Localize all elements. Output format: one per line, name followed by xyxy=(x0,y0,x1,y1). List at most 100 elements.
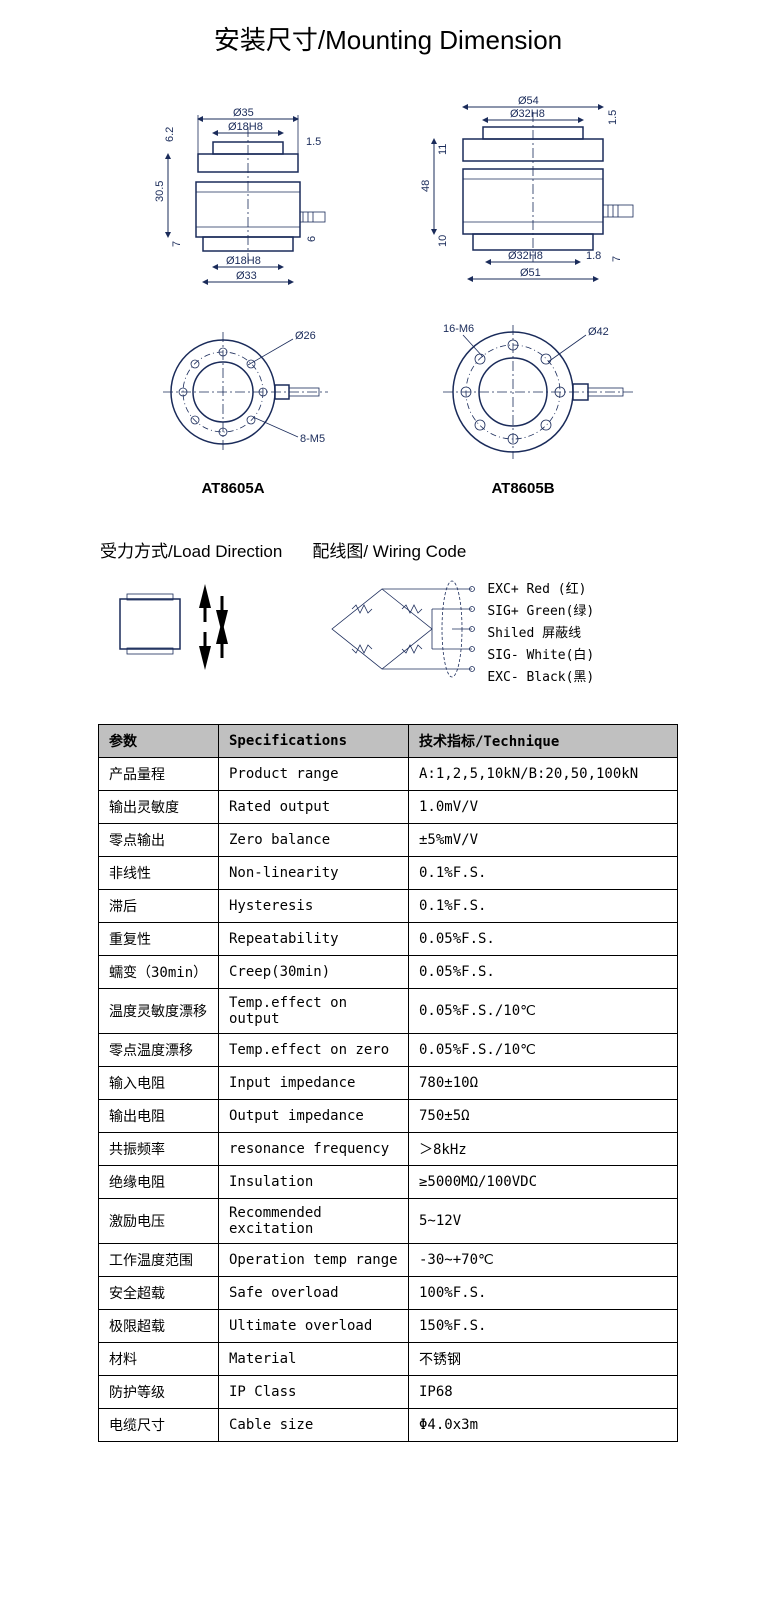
dim-d35: Ø35 xyxy=(233,107,254,119)
dim-d26: Ø26 xyxy=(295,330,316,342)
load-dir-title: 受力方式/Load Direction xyxy=(100,537,282,562)
table-row: 蠕变（30min）Creep(30min)0.05%F.S. xyxy=(99,956,678,989)
table-cell: 0.05%F.S./10℃ xyxy=(409,1034,678,1067)
table-cell: Insulation xyxy=(219,1166,409,1199)
dim-d18h8-bot: Ø18H8 xyxy=(226,255,261,267)
table-cell: 150%F.S. xyxy=(409,1310,678,1343)
dim-7b: 7 xyxy=(611,256,623,262)
table-cell: 蠕变（30min） xyxy=(99,956,219,989)
table-cell: 防护等级 xyxy=(99,1376,219,1409)
table-cell: Zero balance xyxy=(219,824,409,857)
drawing-b-top-svg: 16-M6 Ø42 xyxy=(388,317,658,467)
table-row: 输出电阻Output impedance750±5Ω xyxy=(99,1100,678,1133)
side-view-row: Ø35 Ø18H8 1.5 6.2 30.5 7 6 Ø18H8 xyxy=(0,87,776,302)
table-row: 电缆尺寸Cable sizeΦ4.0x3m xyxy=(99,1409,678,1442)
table-cell: Recommended excitation xyxy=(219,1199,409,1244)
table-cell: 0.05%F.S. xyxy=(409,956,678,989)
info-section-row: 受力方式/Load Direction 配线图/ Wiring Code xyxy=(100,537,776,694)
dim-6-2: 6.2 xyxy=(164,127,176,142)
table-cell: Product range xyxy=(219,758,409,791)
table-cell: Hysteresis xyxy=(219,890,409,923)
table-cell: resonance frequency xyxy=(219,1133,409,1166)
table-cell: Non-linearity xyxy=(219,857,409,890)
table-cell: 共振频率 xyxy=(99,1133,219,1166)
table-cell: 100%F.S. xyxy=(409,1277,678,1310)
table-cell: Rated output xyxy=(219,791,409,824)
main-title: 安装尺寸/Mounting Dimension xyxy=(0,20,776,57)
table-cell: Material xyxy=(219,1343,409,1376)
table-cell: 5~12V xyxy=(409,1199,678,1244)
table-cell: 1.0mV/V xyxy=(409,791,678,824)
table-cell: 产品量程 xyxy=(99,758,219,791)
table-cell: 780±10Ω xyxy=(409,1067,678,1100)
table-row: 防护等级IP ClassIP68 xyxy=(99,1376,678,1409)
dim-d51: Ø51 xyxy=(520,267,541,279)
drawing-a-top-svg: Ø26 8-M5 xyxy=(118,317,348,467)
table-row: 滞后Hysteresis0.1%F.S. xyxy=(99,890,678,923)
dim-1-5b: 1.5 xyxy=(607,110,619,125)
model-b-top: 16-M6 Ø42 AT8605B xyxy=(388,317,658,497)
wire-sig-minus: SIG- White(白) xyxy=(487,645,594,667)
table-cell: ＞8kHz xyxy=(409,1133,678,1166)
table-row: 输入电阻Input impedance780±10Ω xyxy=(99,1067,678,1100)
table-cell: -30~+70℃ xyxy=(409,1244,678,1277)
dim-30-5: 30.5 xyxy=(154,181,166,202)
wiring-legend: EXC+ Red (红) SIG+ Green(绿) Shiled 屏蔽线 SI… xyxy=(487,579,594,689)
top-view-row: Ø26 8-M5 AT8605A xyxy=(0,317,776,497)
table-cell: 非线性 xyxy=(99,857,219,890)
table-cell: Temp.effect on zero xyxy=(219,1034,409,1067)
table-cell: 安全超载 xyxy=(99,1277,219,1310)
dim-6: 6 xyxy=(306,236,318,242)
table-cell: 零点温度漂移 xyxy=(99,1034,219,1067)
dim-d54: Ø54 xyxy=(518,95,539,107)
wire-shield: Shiled 屏蔽线 xyxy=(487,623,594,645)
table-cell: 重复性 xyxy=(99,923,219,956)
table-row: 共振频率resonance frequency＞8kHz xyxy=(99,1133,678,1166)
table-cell: Output impedance xyxy=(219,1100,409,1133)
dim-7a: 7 xyxy=(171,241,183,247)
dim-1-5: 1.5 xyxy=(306,136,321,148)
table-cell: 0.1%F.S. xyxy=(409,890,678,923)
table-cell: 750±5Ω xyxy=(409,1100,678,1133)
drawing-b-side-svg: Ø54 Ø32H8 1.5 11 48 10 Ø32H8 1.8 7 xyxy=(388,87,658,297)
dim-d33: Ø33 xyxy=(236,270,257,282)
spec-table: 参数 Specifications 技术指标/Technique 产品量程Pro… xyxy=(98,724,678,1442)
load-direction-section: 受力方式/Load Direction xyxy=(100,537,282,694)
table-row: 非线性Non-linearity0.1%F.S. xyxy=(99,857,678,890)
table-row: 绝缘电阻Insulation≥5000MΩ/100VDC xyxy=(99,1166,678,1199)
table-cell: 不锈钢 xyxy=(409,1343,678,1376)
table-row: 温度灵敏度漂移Temp.effect on output0.05%F.S./10… xyxy=(99,989,678,1034)
dim-d42: Ø42 xyxy=(588,326,609,338)
dim-8m5: 8-M5 xyxy=(300,433,325,445)
drawing-a-side-svg: Ø35 Ø18H8 1.5 6.2 30.5 7 6 Ø18H8 xyxy=(118,87,348,297)
table-row: 产品量程Product rangeA:1,2,5,10kN/B:20,50,10… xyxy=(99,758,678,791)
load-direction-svg xyxy=(100,574,280,674)
table-cell: 零点输出 xyxy=(99,824,219,857)
table-cell: 电缆尺寸 xyxy=(99,1409,219,1442)
table-cell: Safe overload xyxy=(219,1277,409,1310)
dim-1-8: 1.8 xyxy=(586,250,601,262)
wire-exc-plus: EXC+ Red (红) xyxy=(487,579,594,601)
th-spec: Specifications xyxy=(219,725,409,758)
table-cell: 材料 xyxy=(99,1343,219,1376)
model-b-side: Ø54 Ø32H8 1.5 11 48 10 Ø32H8 1.8 7 xyxy=(388,87,658,302)
dim-16m6: 16-M6 xyxy=(443,323,474,335)
table-header-row: 参数 Specifications 技术指标/Technique xyxy=(99,725,678,758)
wire-exc-minus: EXC- Black(黑) xyxy=(487,667,594,689)
wire-sig-plus: SIG+ Green(绿) xyxy=(487,601,594,623)
table-cell: Cable size xyxy=(219,1409,409,1442)
table-row: 安全超载Safe overload100%F.S. xyxy=(99,1277,678,1310)
dim-d32h8-bot: Ø32H8 xyxy=(508,250,543,262)
dim-48: 48 xyxy=(420,180,432,192)
table-row: 重复性Repeatability0.05%F.S. xyxy=(99,923,678,956)
table-cell: 0.05%F.S. xyxy=(409,923,678,956)
wiring-title: 配线图/ Wiring Code xyxy=(312,537,594,562)
table-cell: 输出灵敏度 xyxy=(99,791,219,824)
table-cell: 激励电压 xyxy=(99,1199,219,1244)
model-a-label: AT8605A xyxy=(118,480,348,497)
table-cell: Ultimate overload xyxy=(219,1310,409,1343)
table-cell: 0.05%F.S./10℃ xyxy=(409,989,678,1034)
table-cell: Φ4.0x3m xyxy=(409,1409,678,1442)
table-cell: IP Class xyxy=(219,1376,409,1409)
table-cell: Temp.effect on output xyxy=(219,989,409,1034)
